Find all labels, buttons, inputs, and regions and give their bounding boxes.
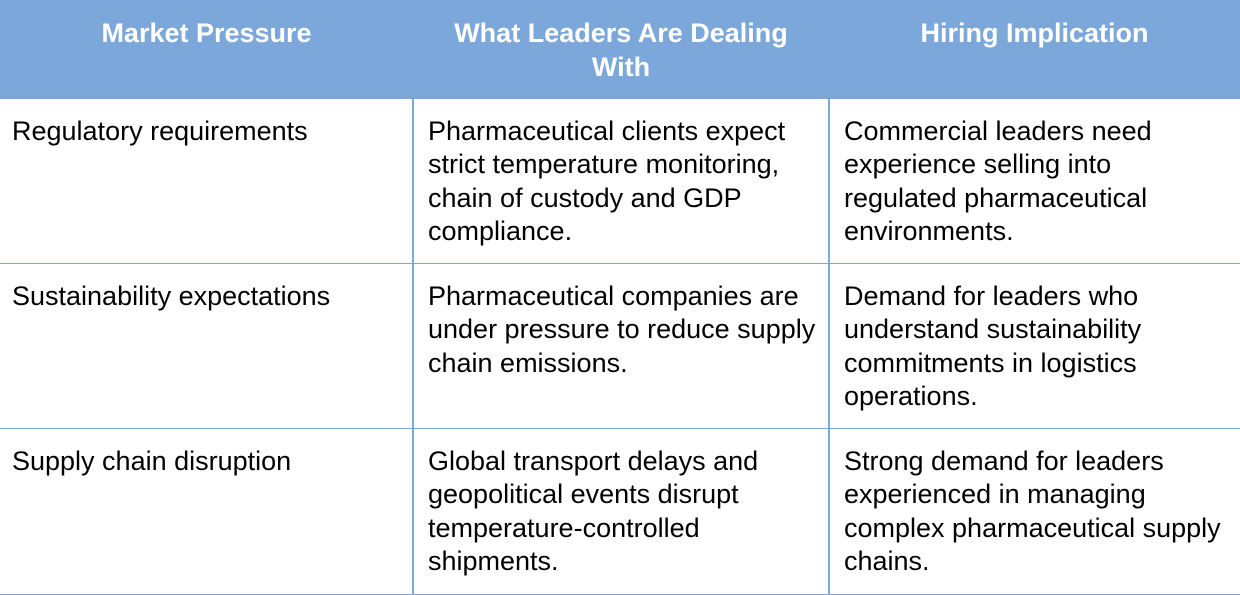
cell-leaders-dealing-with: Global transport delays and geopolitical…	[412, 427, 829, 595]
table-row: Supply chain disruption Global transport…	[0, 427, 1240, 595]
header-row: Market Pressure What Leaders Are Dealing…	[0, 0, 1240, 98]
header-market-pressure: Market Pressure	[101, 18, 312, 48]
cell-market-pressure: Supply chain disruption	[0, 427, 413, 595]
header-hiring-implication: Hiring Implication	[920, 18, 1149, 48]
cell-hiring-implication: Strong demand for leaders experienced in…	[828, 427, 1240, 595]
cell-leaders-dealing-with: Pharmaceutical clients expect strict tem…	[412, 97, 829, 264]
cell-leaders-dealing-with: Pharmaceutical companies are under press…	[412, 262, 829, 429]
table-row: Regulatory requirements Pharmaceutical c…	[0, 97, 1240, 264]
cell-market-pressure: Sustainability expectations	[0, 262, 413, 429]
cell-market-pressure: Regulatory requirements	[0, 97, 413, 264]
table-body: Regulatory requirements Pharmaceutical c…	[0, 97, 1240, 595]
header-leaders-dealing-with: What Leaders Are Dealing With	[454, 18, 788, 82]
cell-hiring-implication: Demand for leaders who understand sustai…	[828, 262, 1240, 429]
cell-hiring-implication: Commercial leaders need experience selli…	[828, 97, 1240, 264]
table-header: Market Pressure What Leaders Are Dealing…	[0, 0, 1240, 98]
table-row: Sustainability expectations Pharmaceutic…	[0, 262, 1240, 429]
